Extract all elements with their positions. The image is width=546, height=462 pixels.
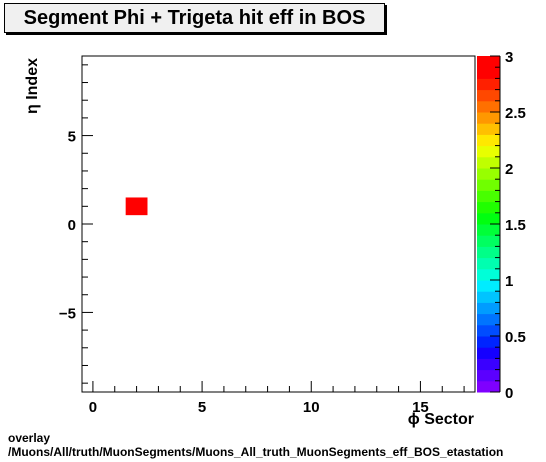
colorbar-tick-label: 2 [505,161,513,178]
y-tick-label: −5 [59,305,76,322]
colorbar-segment [477,123,500,135]
colorbar-segment [477,324,500,337]
y-tick-label: 0 [68,217,76,234]
colorbar-segment [477,100,500,113]
colorbar-segment [477,257,500,270]
chart-title: Segment Phi + Trigeta hit eff in BOS [4,3,385,33]
x-axis-title: ϕ Sector [408,411,474,428]
colorbar-tick-label: 2.5 [505,105,526,122]
x-tick-label: 5 [198,399,206,416]
colorbar-segment [477,212,500,225]
colorbar-segment [477,302,500,315]
colorbar-segment [477,280,500,292]
colorbar-segment [477,201,500,214]
heatmap-cell-0 [125,197,148,216]
colorbar-tick-label: 1.5 [505,217,526,234]
colorbar-segment [477,235,500,247]
footer-line-2: /Muons/All/truth/MuonSegments/Muons_All_… [8,445,504,459]
colorbar-segment [477,224,500,236]
y-tick-label: 5 [68,129,76,146]
x-tick-label: 0 [89,399,97,416]
colorbar-segment [477,156,500,169]
colorbar-segment [477,246,500,259]
colorbar-segment [477,168,500,180]
footer-line-1: overlay [8,431,51,445]
colorbar-segment [477,145,500,158]
colorbar-segment [477,291,500,303]
x-tick-label: 15 [412,399,429,416]
colorbar-tick-label: 1 [505,273,513,290]
colorbar-segment [477,179,500,191]
colorbar-segment [477,56,500,68]
colorbar-segment [477,380,500,393]
colorbar-segment [477,78,500,91]
colorbar-segment [477,347,500,359]
colorbar-segment [477,268,500,281]
colorbar-segment [477,336,500,348]
colorbar-segment [477,358,500,371]
colorbar-segment [477,89,500,102]
colorbar-segment [477,67,500,79]
colorbar-tick-label: 0 [505,385,513,402]
colorbar-tick-label: 3 [505,49,513,66]
colorbar-tick-label: 0.5 [505,329,526,346]
colorbar-segment [477,369,500,382]
footer: overlay /Muons/All/truth/MuonSegments/Mu… [8,431,503,459]
colorbar-segment [477,313,500,326]
colorbar-segment [477,190,500,203]
plot-frame [81,55,476,393]
colorbar-segment [477,112,500,124]
colorbar-segment [477,134,500,147]
x-tick-label: 10 [303,399,320,416]
y-axis-title: η Index [24,58,41,114]
